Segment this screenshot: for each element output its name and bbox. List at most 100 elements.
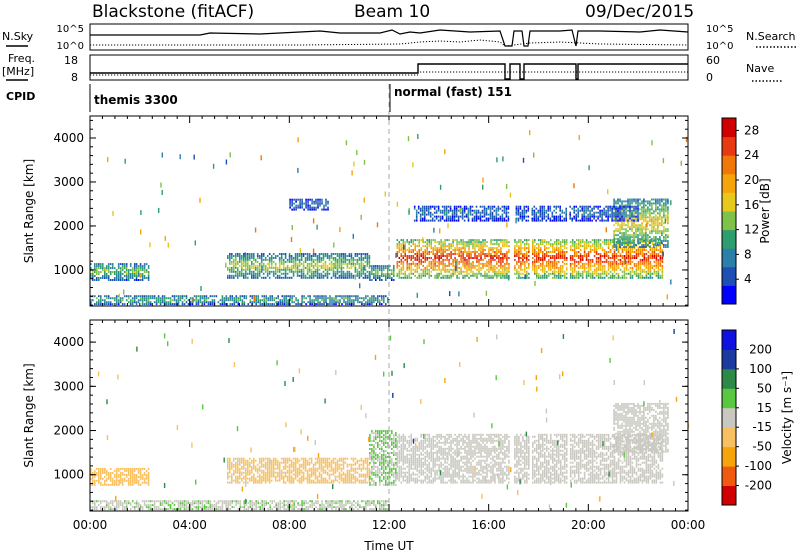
velocity-colorbar-swatch xyxy=(722,349,736,370)
power-ytick-label: 4000 xyxy=(53,131,84,145)
velocity-colorbar-swatch xyxy=(722,407,736,428)
velocity-echo-region xyxy=(613,402,669,453)
freq-label: Freq. xyxy=(8,52,35,65)
noise-strip: N.Sky 10^5 10^0 N.Search 10^5 10^0 xyxy=(2,23,796,52)
power-ytick-label: 1000 xyxy=(53,263,84,277)
velocity-colorbar-tick-label: -15 xyxy=(752,420,772,434)
time-tick-label: 12:00 xyxy=(372,518,407,532)
beam-title: Beam 10 xyxy=(354,2,430,22)
cpid-row: CPID themis 3300 normal (fast) 151 xyxy=(6,84,512,112)
power-colorbar-swatch xyxy=(722,229,736,249)
velocity-sparse-echoes xyxy=(97,329,690,510)
power-colorbar-swatch xyxy=(722,211,736,231)
velocity-colorbar-swatch xyxy=(722,427,736,448)
power-echo-region xyxy=(369,265,395,281)
power-colorbar-tick-label: 24 xyxy=(744,148,759,162)
velocity-colorbar-tick-label: 15 xyxy=(757,401,772,415)
velocity-colorbar-label: Velocity [m s⁻¹] xyxy=(780,371,794,464)
velocity-colorbar-tick-label: -50 xyxy=(752,440,772,454)
velocity-echo-region xyxy=(369,430,397,486)
date-title: 09/Dec/2015 xyxy=(585,2,694,22)
velocity-colorbar-tick-label: -100 xyxy=(745,459,772,473)
power-colorbar-swatch xyxy=(722,266,736,286)
freq-strip: Freq. [MHz] 18 8 Nave 60 0 xyxy=(2,52,782,84)
nave-tick-top: 60 xyxy=(706,54,720,67)
power-colorbar-tick-label: 28 xyxy=(744,123,759,137)
velocity-colorbar: 200 100 50 15 -15 -50 -100 -200 Velocity [m s⁻¹] xyxy=(721,329,794,506)
nave-tick-bottom: 0 xyxy=(706,71,713,84)
time-tick-label: 00:00 xyxy=(671,518,706,532)
velocity-colorbar-swatch xyxy=(722,485,736,506)
power-colorbar-tick-label: 12 xyxy=(744,223,759,237)
nsearch-tick-top: 10^5 xyxy=(706,24,733,35)
velocity-colorbar-tick-label: 50 xyxy=(757,381,772,395)
cpid-segment-2: normal (fast) 151 xyxy=(394,85,512,99)
velocity-ytick-label: 4000 xyxy=(53,335,84,349)
power-ylabel: Slant Range [km] xyxy=(22,159,36,263)
power-colorbar-swatch xyxy=(722,155,736,175)
power-colorbar-swatch xyxy=(722,136,736,156)
power-colorbar-tick-label: 4 xyxy=(744,272,752,286)
velocity-ylabel: Slant Range [km] xyxy=(22,363,36,467)
power-colorbar-swatch xyxy=(722,173,736,193)
nsky-label: N.Sky xyxy=(2,30,34,43)
nsky-trace xyxy=(90,29,689,47)
velocity-scatter-cells xyxy=(90,329,690,511)
velocity-colorbar-swatch xyxy=(722,466,736,486)
velocity-colorbar-swatch xyxy=(722,388,736,409)
velocity-colorbar-tick-label: 200 xyxy=(749,342,772,356)
power-colorbar-swatch xyxy=(722,192,736,212)
nsky-tick-bottom: 10^0 xyxy=(57,41,84,52)
power-panel: 1000 2000 3000 4000 Slant Range [km] 4 8 12 16 20… xyxy=(22,84,772,307)
power-echo-region xyxy=(289,198,329,211)
power-colorbar-swatch xyxy=(722,285,736,305)
power-echo-region xyxy=(90,295,389,306)
velocity-colorbar-tick-label: -200 xyxy=(745,479,772,493)
power-colorbar-tick-label: 8 xyxy=(744,247,752,261)
power-ytick-label: 2000 xyxy=(53,219,84,233)
freq-unit: [MHz] xyxy=(2,65,34,78)
nave-label: Nave xyxy=(746,62,774,75)
velocity-panel: 1000 2000 3000 4000 00:00 04:00 08:00 12:00 16:0… xyxy=(22,84,794,532)
power-colorbar-swatch xyxy=(722,248,736,268)
power-echo-region xyxy=(90,263,150,281)
power-colorbar: 4 8 12 16 20 24 28 Power [dB] xyxy=(721,117,772,305)
nsearch-trace xyxy=(90,39,689,47)
velocity-colorbar-tick-label: 100 xyxy=(749,362,772,376)
velocity-ytick-label: 3000 xyxy=(53,379,84,393)
time-tick-label: 16:00 xyxy=(471,518,506,532)
cpid-segment-1: themis 3300 xyxy=(94,93,178,107)
power-colorbar-tick-label: 16 xyxy=(744,198,759,212)
nsearch-label: N.Search xyxy=(746,30,796,43)
freq-tick-top: 18 xyxy=(64,54,78,67)
time-axis-label: Time UT xyxy=(363,539,414,553)
nsky-tick-top: 10^5 xyxy=(57,24,84,35)
time-tick-label: 04:00 xyxy=(172,518,207,532)
velocity-colorbar-frame xyxy=(721,329,737,506)
velocity-echo-region xyxy=(90,500,389,511)
time-tick-label: 00:00 xyxy=(73,518,108,532)
velocity-colorbar-swatch xyxy=(722,368,736,389)
velocity-ytick-label: 2000 xyxy=(53,424,84,438)
velocity-colorbar-swatch xyxy=(722,446,736,467)
cpid-label: CPID xyxy=(6,90,35,103)
velocity-ytick-label: 1000 xyxy=(53,468,84,482)
velocity-echo-region xyxy=(227,457,371,484)
time-tick-label: 08:00 xyxy=(272,518,307,532)
power-colorbar-label: Power [dB] xyxy=(758,178,772,243)
nave-trace xyxy=(90,71,688,76)
power-echo-region xyxy=(413,205,639,222)
time-tick-label: 20:00 xyxy=(571,518,606,532)
velocity-echo-region xyxy=(396,433,664,484)
power-echo-region xyxy=(227,253,371,279)
freq-tick-bottom: 8 xyxy=(71,71,78,84)
freq-trace xyxy=(90,63,688,80)
power-sparse-echoes xyxy=(107,130,688,303)
power-colorbar-swatch xyxy=(722,118,736,138)
power-scatter-cells xyxy=(90,130,688,306)
nsearch-tick-bottom: 10^0 xyxy=(706,41,733,52)
radar-title: Blackstone (fitACF) xyxy=(92,2,254,22)
power-echo-region xyxy=(396,239,664,279)
velocity-colorbar-swatch xyxy=(722,330,736,350)
